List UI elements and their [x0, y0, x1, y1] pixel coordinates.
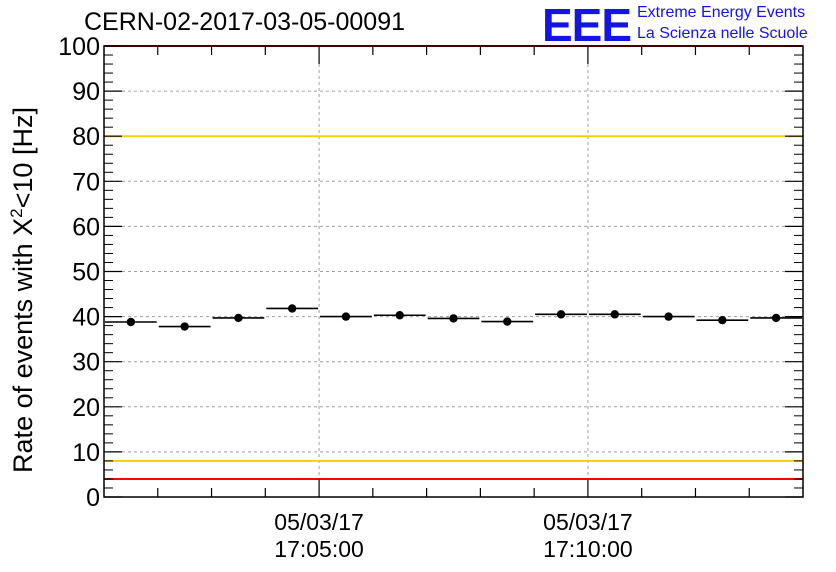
- x-tick-date-label: 05/03/17: [274, 509, 364, 535]
- data-point: [771, 313, 781, 323]
- data-point: [341, 312, 351, 321]
- data-point: [180, 322, 189, 331]
- data-point: [287, 304, 297, 313]
- y-tick-label: 60: [72, 213, 100, 241]
- data-point: [556, 310, 566, 319]
- y-axis-label: Rate of events with X2<10 [Hz]: [7, 107, 38, 473]
- data-point: [234, 313, 243, 323]
- chart-title: CERN-02-2017-03-05-00091: [84, 8, 406, 36]
- data-points: [105, 304, 802, 331]
- x-tick-date-label: 05/03/17: [543, 509, 633, 535]
- y-tick-label: 10: [72, 439, 100, 467]
- y-tick-label: 20: [72, 394, 100, 422]
- y-tick-label: 80: [72, 123, 100, 151]
- data-point: [718, 316, 727, 325]
- plot-frame: [103, 45, 804, 498]
- data-point: [126, 317, 136, 327]
- eee-logo: EEE: [542, 0, 632, 51]
- grid-lines: [104, 46, 803, 497]
- y-tick-label: 90: [72, 78, 100, 106]
- axis-labels: 010203040506070809010005/03/1717:05:0005…: [58, 33, 632, 562]
- data-point: [449, 314, 458, 323]
- x-tick-time-label: 17:05:00: [274, 536, 364, 562]
- y-tick-label: 40: [72, 304, 100, 332]
- y-tick-label: 70: [72, 168, 100, 196]
- logo-caption: Extreme Energy Events La Scienza nelle S…: [637, 2, 808, 44]
- x-tick-time-label: 17:10:00: [543, 536, 633, 562]
- data-point: [395, 311, 404, 320]
- y-tick-label: 100: [58, 33, 100, 61]
- data-point: [503, 317, 512, 326]
- logo-caption-line2: La Scienza nelle Scuole: [637, 25, 808, 42]
- reference-lines: [104, 45, 803, 480]
- data-point: [610, 310, 620, 319]
- logo-caption-line1: Extreme Energy Events: [637, 4, 806, 21]
- data-point: [664, 312, 673, 321]
- y-tick-label: 50: [72, 259, 100, 287]
- y-tick-label: 30: [72, 349, 100, 377]
- y-tick-label: 0: [86, 484, 100, 512]
